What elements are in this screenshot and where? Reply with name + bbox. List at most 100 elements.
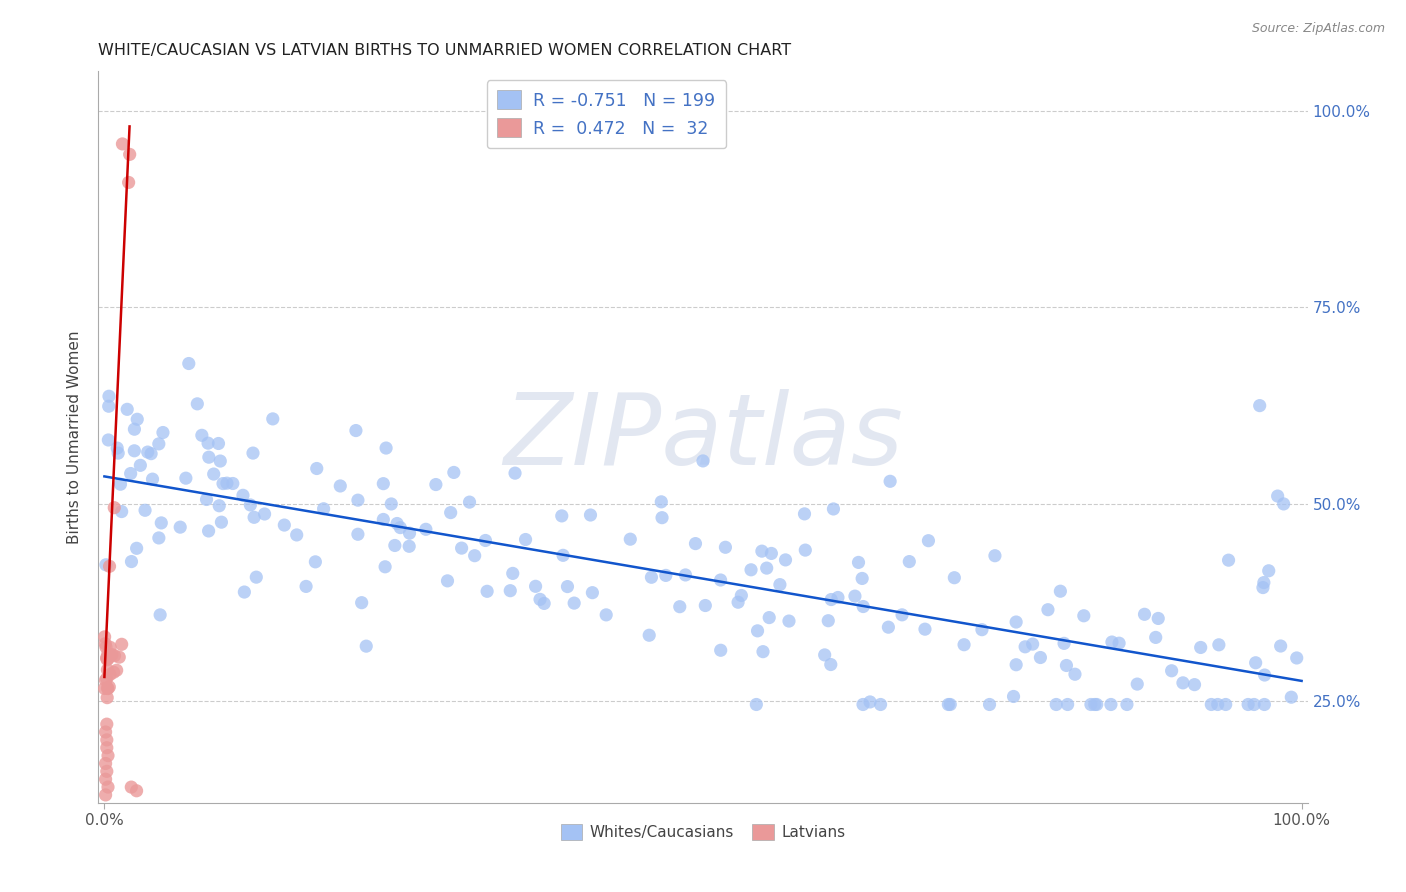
- Point: [793, 507, 815, 521]
- Point: [354, 639, 377, 653]
- Point: [1021, 637, 1043, 651]
- Point: [524, 579, 547, 593]
- Point: [844, 589, 866, 603]
- Point: [1116, 698, 1139, 712]
- Point: [96, 663, 118, 677]
- Point: [1080, 698, 1102, 712]
- Point: [752, 645, 775, 659]
- Point: [295, 579, 318, 593]
- Point: [1243, 698, 1265, 712]
- Point: [474, 533, 496, 548]
- Point: [94, 725, 117, 739]
- Point: [375, 441, 398, 455]
- Point: [389, 520, 412, 534]
- Point: [740, 563, 762, 577]
- Point: [398, 526, 420, 541]
- Point: [98, 648, 121, 663]
- Point: [769, 577, 792, 591]
- Point: [1056, 698, 1078, 712]
- Point: [1272, 497, 1295, 511]
- Point: [373, 476, 395, 491]
- Y-axis label: Births to Unmarried Women: Births to Unmarried Women: [67, 330, 83, 544]
- Point: [208, 499, 231, 513]
- Point: [695, 599, 717, 613]
- Point: [134, 503, 156, 517]
- Point: [939, 698, 962, 712]
- Point: [1147, 611, 1170, 625]
- Point: [96, 672, 118, 686]
- Point: [917, 533, 939, 548]
- Point: [111, 136, 134, 151]
- Point: [97, 651, 120, 665]
- Point: [97, 748, 120, 763]
- Point: [1144, 631, 1167, 645]
- Point: [794, 543, 817, 558]
- Point: [1053, 636, 1076, 650]
- Point: [562, 596, 585, 610]
- Point: [120, 467, 142, 481]
- Point: [1133, 607, 1156, 622]
- Point: [619, 532, 641, 546]
- Point: [425, 477, 447, 491]
- Point: [398, 539, 420, 553]
- Point: [1215, 698, 1237, 712]
- Point: [1036, 603, 1059, 617]
- Point: [1201, 698, 1223, 712]
- Point: [94, 637, 117, 651]
- Point: [1054, 658, 1077, 673]
- Point: [450, 541, 472, 555]
- Point: [94, 640, 117, 655]
- Point: [1045, 698, 1067, 712]
- Point: [640, 570, 662, 584]
- Point: [96, 690, 118, 705]
- Point: [150, 516, 173, 530]
- Point: [727, 595, 749, 609]
- Point: [197, 436, 219, 450]
- Point: [1253, 668, 1275, 682]
- Point: [124, 443, 146, 458]
- Point: [98, 680, 121, 694]
- Point: [745, 698, 768, 712]
- Point: [232, 488, 254, 502]
- Point: [186, 397, 208, 411]
- Point: [879, 475, 901, 489]
- Point: [110, 477, 132, 491]
- Point: [820, 657, 842, 672]
- Point: [94, 673, 117, 688]
- Point: [551, 508, 574, 523]
- Point: [1237, 698, 1260, 712]
- Point: [105, 663, 128, 677]
- Point: [533, 596, 555, 610]
- Point: [94, 788, 117, 802]
- Point: [1218, 553, 1240, 567]
- Point: [502, 566, 524, 581]
- Point: [1084, 698, 1107, 712]
- Point: [195, 492, 218, 507]
- Point: [710, 573, 733, 587]
- Point: [775, 553, 797, 567]
- Point: [105, 441, 128, 455]
- Point: [1206, 698, 1229, 712]
- Point: [778, 614, 800, 628]
- Point: [174, 471, 197, 485]
- Point: [101, 648, 124, 662]
- Point: [1029, 650, 1052, 665]
- Point: [108, 650, 131, 665]
- Point: [93, 630, 115, 644]
- Point: [1160, 664, 1182, 678]
- Point: [1285, 651, 1308, 665]
- Point: [207, 436, 229, 450]
- Point: [755, 561, 778, 575]
- Point: [1184, 678, 1206, 692]
- Point: [1064, 667, 1087, 681]
- Point: [692, 454, 714, 468]
- Point: [1085, 698, 1108, 712]
- Point: [111, 504, 134, 518]
- Point: [242, 446, 264, 460]
- Point: [1002, 690, 1025, 704]
- Point: [1108, 636, 1130, 650]
- Point: [970, 623, 993, 637]
- Point: [209, 454, 232, 468]
- Point: [848, 556, 870, 570]
- Point: [851, 571, 873, 585]
